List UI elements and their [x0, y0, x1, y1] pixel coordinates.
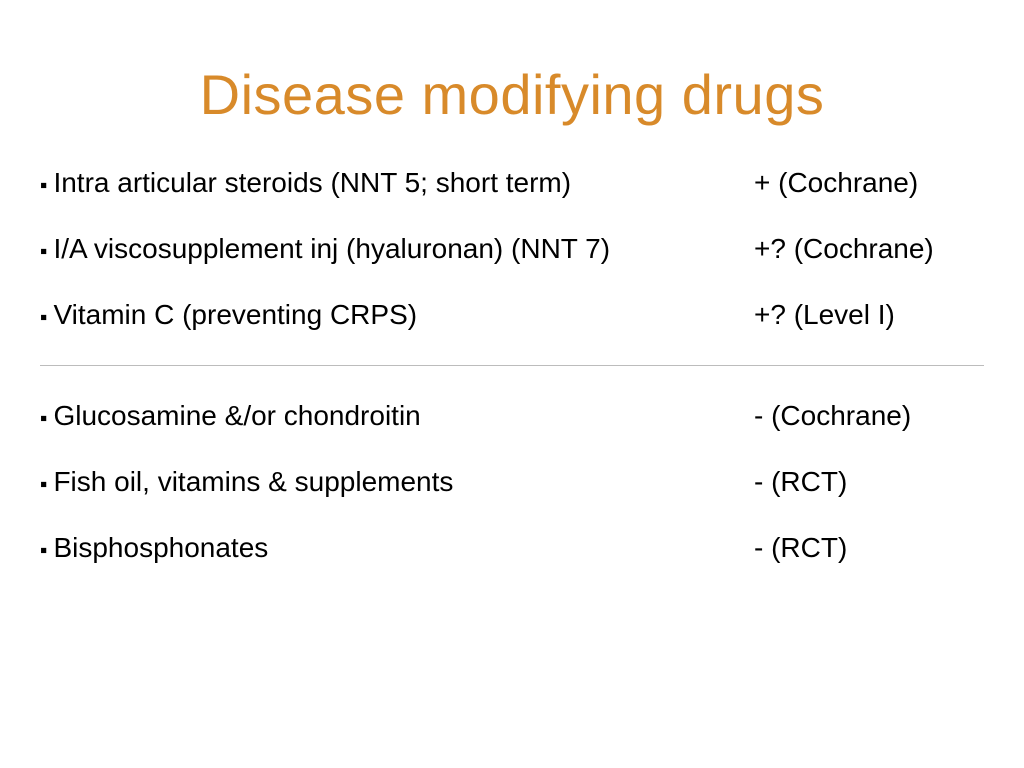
drug-label: Glucosamine &/or chondroitin	[53, 400, 420, 432]
evidence-label: - (RCT)	[754, 532, 984, 564]
bullet-icon: ▪	[40, 241, 47, 262]
list-item: ▪ Vitamin C (preventing CRPS) +? (Level …	[40, 299, 984, 331]
evidence-label: +? (Cochrane)	[754, 233, 984, 265]
content-area-2: ▪ Glucosamine &/or chondroitin - (Cochra…	[0, 400, 1024, 564]
list-item: ▪ Glucosamine &/or chondroitin - (Cochra…	[40, 400, 984, 432]
list-item: ▪ Fish oil, vitamins & supplements - (RC…	[40, 466, 984, 498]
content-area: ▪ Intra articular steroids (NNT 5; short…	[0, 167, 1024, 331]
bullet-icon: ▪	[40, 175, 47, 196]
slide-title: Disease modifying drugs	[0, 62, 1024, 127]
bullet-icon: ▪	[40, 408, 47, 429]
evidence-label: + (Cochrane)	[754, 167, 984, 199]
evidence-label: - (Cochrane)	[754, 400, 984, 432]
list-item: ▪ Intra articular steroids (NNT 5; short…	[40, 167, 984, 199]
bullet-icon: ▪	[40, 474, 47, 495]
drug-label: Fish oil, vitamins & supplements	[53, 466, 453, 498]
drug-label: I/A viscosupplement inj (hyaluronan) (NN…	[53, 233, 610, 265]
drug-label: Vitamin C (preventing CRPS)	[53, 299, 417, 331]
drug-label: Bisphosphonates	[53, 532, 268, 564]
drug-label: Intra articular steroids (NNT 5; short t…	[53, 167, 571, 199]
list-item: ▪ Bisphosphonates - (RCT)	[40, 532, 984, 564]
evidence-label: +? (Level I)	[754, 299, 984, 331]
divider	[40, 365, 984, 366]
bullet-icon: ▪	[40, 307, 47, 328]
slide: Disease modifying drugs ▪ Intra articula…	[0, 62, 1024, 768]
bullet-icon: ▪	[40, 540, 47, 561]
list-item: ▪ I/A viscosupplement inj (hyaluronan) (…	[40, 233, 984, 265]
evidence-label: - (RCT)	[754, 466, 984, 498]
